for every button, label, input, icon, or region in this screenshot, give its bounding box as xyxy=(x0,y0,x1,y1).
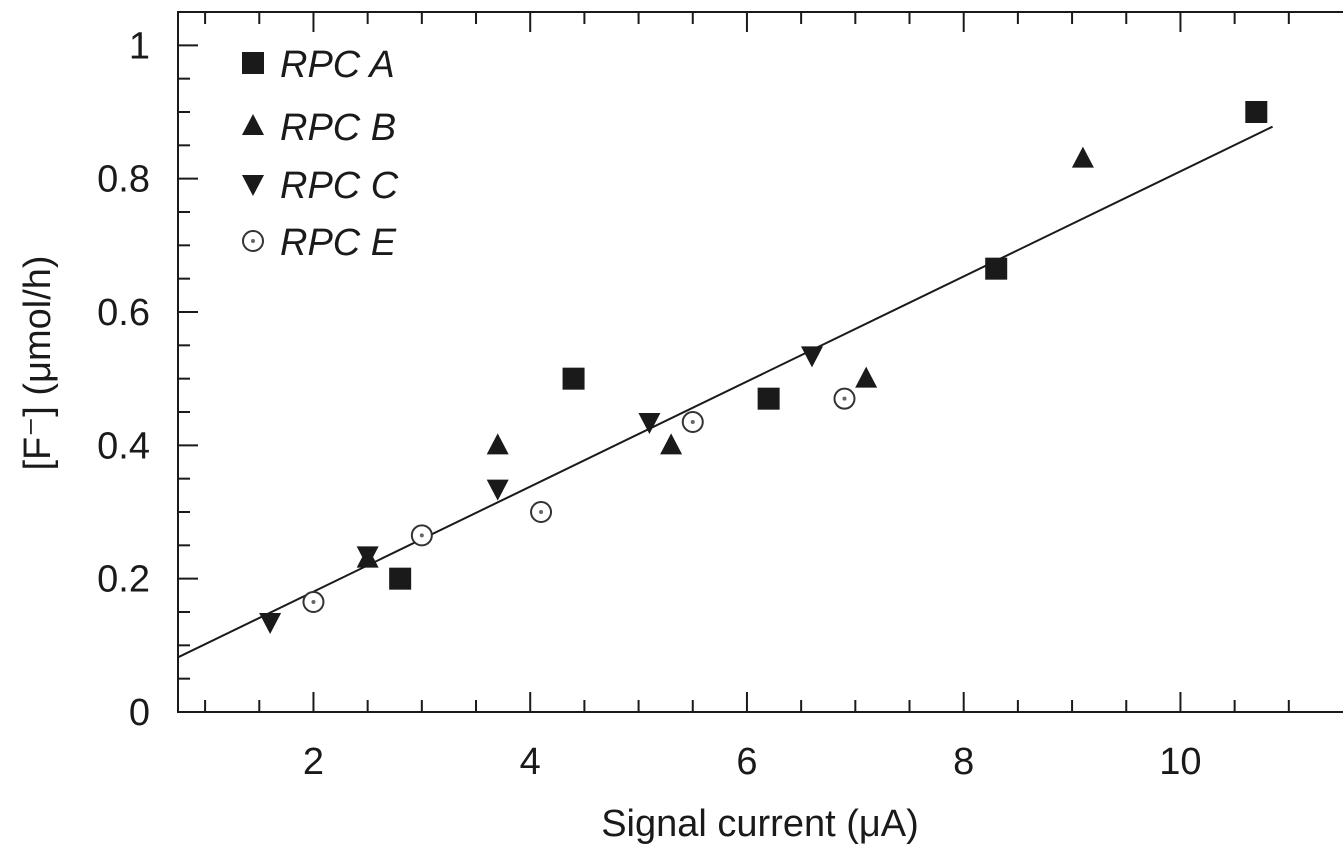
marker-dot xyxy=(311,600,316,604)
rpc-c-point xyxy=(259,613,282,634)
x-tick-label: 10 xyxy=(1159,741,1201,783)
rpc-a-point xyxy=(562,367,585,390)
marker-dot xyxy=(419,533,424,538)
x-tick-label: 2 xyxy=(303,741,324,783)
x-axis: 2 4 6 8 10 xyxy=(204,12,1290,783)
data-points xyxy=(259,101,1268,634)
x-axis-title: Signal current (μA) xyxy=(601,803,919,845)
y-axis-title: [F⁻] (μmol/h) xyxy=(17,255,59,470)
rpc-c-point xyxy=(638,413,661,434)
y-axis: 0 0.2 0.4 0.6 0.8 1 xyxy=(97,25,198,734)
rpc-a-point xyxy=(757,387,780,410)
x-tick-label: 6 xyxy=(736,741,757,783)
y-tick-label: 0.8 xyxy=(97,159,150,201)
rpc-e-point xyxy=(302,591,325,613)
fit-line xyxy=(177,125,1273,659)
legend-marker-rpc-a xyxy=(242,52,264,74)
rpc-b-point xyxy=(660,433,683,455)
plot-frame xyxy=(177,11,1343,713)
rpc-b-point xyxy=(486,433,509,455)
rpc-e-point xyxy=(681,411,704,433)
fit-line-group xyxy=(177,125,1273,659)
rpc-b-point xyxy=(1071,146,1094,168)
y-tick-label: 1 xyxy=(129,25,150,67)
legend-marker-rpc-c xyxy=(242,175,264,196)
y-tick-label: 0.4 xyxy=(97,425,150,467)
rpc-a-point xyxy=(1245,101,1268,123)
legend-label-rpc-a: RPC A xyxy=(280,44,395,86)
legend-marker-rpc-b xyxy=(242,114,264,135)
rpc-e-point xyxy=(833,387,856,410)
rpc-c-point xyxy=(356,546,379,568)
rpc-a-point xyxy=(985,257,1008,280)
rpc-c-point xyxy=(800,346,823,368)
rpc-a-point xyxy=(389,567,412,590)
rpc-e-point xyxy=(410,524,433,547)
legend: RPC A RPC B RPC C RPC E xyxy=(242,44,399,264)
rpc-e-point xyxy=(530,501,553,523)
marker-dot xyxy=(690,420,695,424)
rpc-b-point xyxy=(855,366,878,388)
marker-dot xyxy=(251,239,255,243)
y-tick-label: 0 xyxy=(129,692,150,734)
rpc-c-point xyxy=(486,479,509,501)
plot-border xyxy=(177,11,1343,713)
marker-dot xyxy=(842,396,847,401)
x-tick-label: 4 xyxy=(520,741,541,783)
legend-label-rpc-c: RPC C xyxy=(280,165,399,207)
x-tick-label: 8 xyxy=(953,741,974,783)
legend-marker-rpc-e xyxy=(242,230,264,252)
marker-dot xyxy=(539,510,544,514)
legend-label-rpc-e: RPC E xyxy=(280,222,397,264)
y-tick-label: 0.6 xyxy=(97,292,150,334)
y-tick-label: 0.2 xyxy=(97,559,150,601)
legend-label-rpc-b: RPC B xyxy=(280,107,396,149)
